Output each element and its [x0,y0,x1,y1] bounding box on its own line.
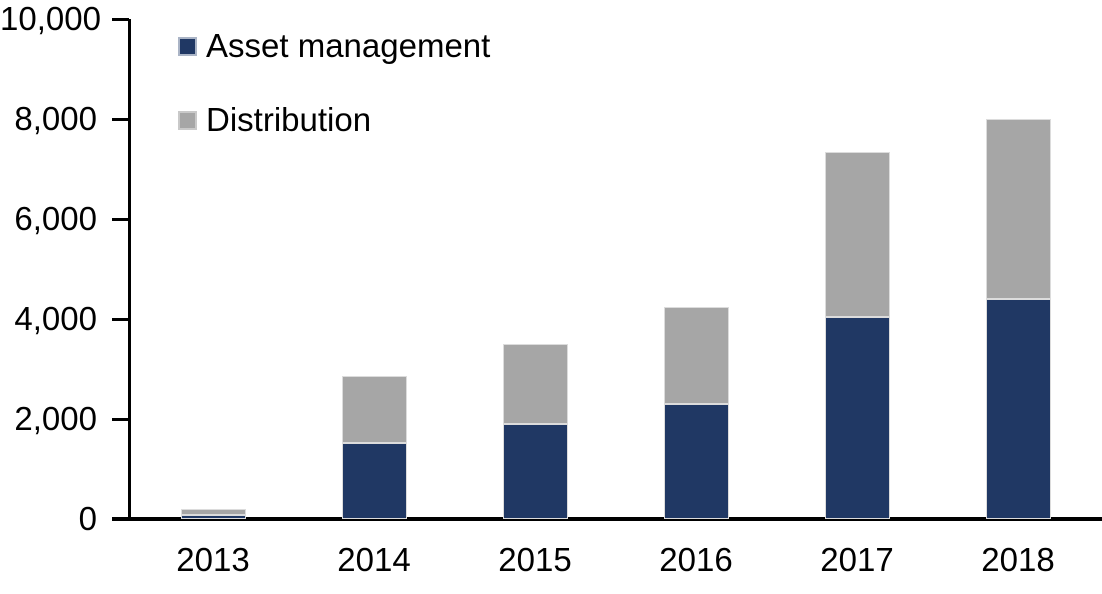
y-tick-8-000 [112,118,129,121]
bar-2016-asset-management [663,404,729,519]
x-tick-label-2013: 2013 [176,541,250,578]
x-tick-label-2014: 2014 [337,541,411,578]
x-tick-label-2017: 2017 [820,541,894,578]
bar-2013-distribution [180,509,246,515]
y-tick-label-4-000: 4,000 [14,300,97,337]
y-tick-4-000 [112,318,129,321]
bar-2018-distribution [985,119,1051,299]
bar-2014-asset-management [341,443,407,519]
bar-2018-asset-management [985,299,1051,519]
y-tick-10-000 [112,18,129,21]
bar-2013-asset-management [180,514,246,519]
y-tick-6-000 [112,218,129,221]
legend-label-asset-management: Asset management [206,27,491,64]
x-tick-label-2016: 2016 [659,541,733,578]
y-axis-line [128,19,131,520]
bar-2017-asset-management [824,316,890,519]
legend-label-distribution: Distribution [206,101,372,138]
x-tick-label-2015: 2015 [498,541,572,578]
y-tick-label-10-000: 10,000 [0,0,101,37]
legend-item-asset-management: Asset management [178,28,490,64]
x-tick-label-2018: 2018 [981,541,1055,578]
bar-2014-distribution [341,376,407,443]
y-tick-label-6-000: 6,000 [14,200,97,237]
y-tick-2-000 [112,418,129,421]
legend-swatch-asset-management-icon [178,36,197,56]
legend-swatch-distribution-icon [178,110,197,130]
bar-2015-asset-management [502,424,568,519]
y-tick-label-0: 0 [78,500,97,537]
y-tick-label-2-000: 2,000 [14,400,97,437]
y-tick-label-8-000: 8,000 [14,100,97,137]
bar-2015-distribution [502,344,568,424]
legend-item-distribution: Distribution [178,102,371,138]
y-tick-0 [112,518,129,521]
bar-2016-distribution [663,306,729,404]
x-axis-line [112,517,1102,521]
bar-2017-distribution [824,151,890,317]
